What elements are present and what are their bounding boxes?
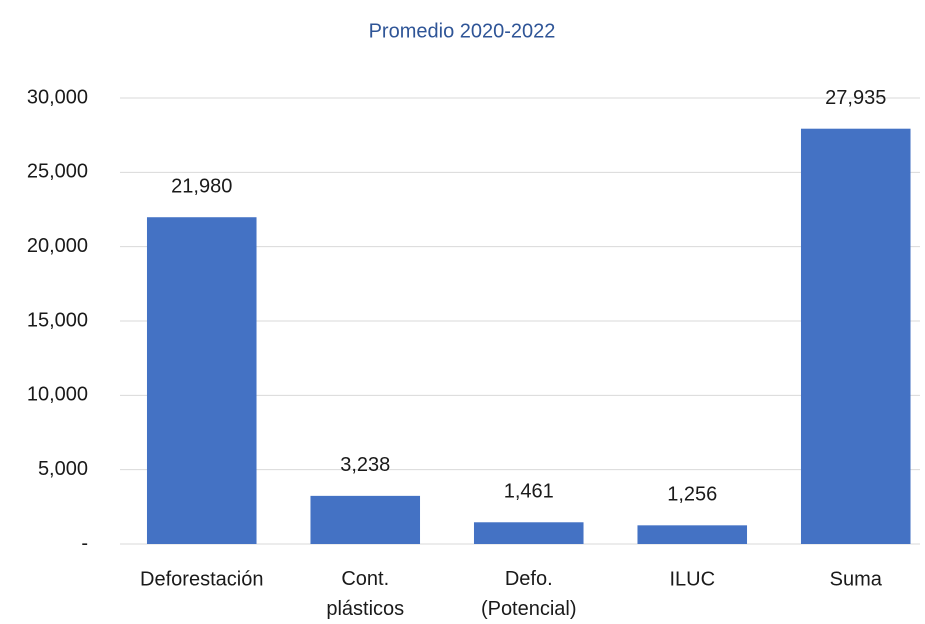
bar	[473, 522, 584, 544]
bar	[146, 217, 257, 545]
x-tick-label-line: Defo.	[505, 568, 553, 590]
x-tick-label: Defo. (Potencial)	[481, 568, 577, 620]
y-tick-label: 15,000	[27, 309, 88, 331]
y-tick-label: 20,000	[27, 235, 88, 257]
data-label: 3,238	[340, 454, 390, 476]
data-label: 27,935	[825, 87, 886, 109]
data-label: 1,256	[667, 484, 717, 506]
x-tick-label-line: Cont.	[341, 568, 389, 590]
x-tick-label-line: plásticos	[326, 598, 404, 620]
x-tick-label: Deforestación	[140, 568, 263, 590]
y-tick-label: 25,000	[27, 161, 88, 183]
y-tick-label: 10,000	[27, 384, 88, 406]
bar	[800, 128, 911, 545]
x-tick-label: ILUC	[669, 568, 715, 590]
y-tick-label: -	[81, 532, 88, 554]
bar	[310, 495, 421, 544]
bar	[637, 525, 748, 544]
x-tick-label: Suma	[830, 568, 883, 590]
data-label: 1,461	[504, 481, 554, 503]
x-tick-label: Cont. plásticos	[326, 568, 404, 620]
chart-title: Promedio 2020-2022	[369, 20, 556, 42]
y-tick-label: 5,000	[38, 458, 88, 480]
data-label: 21,980	[171, 176, 232, 198]
y-tick-label: 30,000	[27, 86, 88, 108]
x-tick-label-line: (Potencial)	[481, 598, 577, 620]
